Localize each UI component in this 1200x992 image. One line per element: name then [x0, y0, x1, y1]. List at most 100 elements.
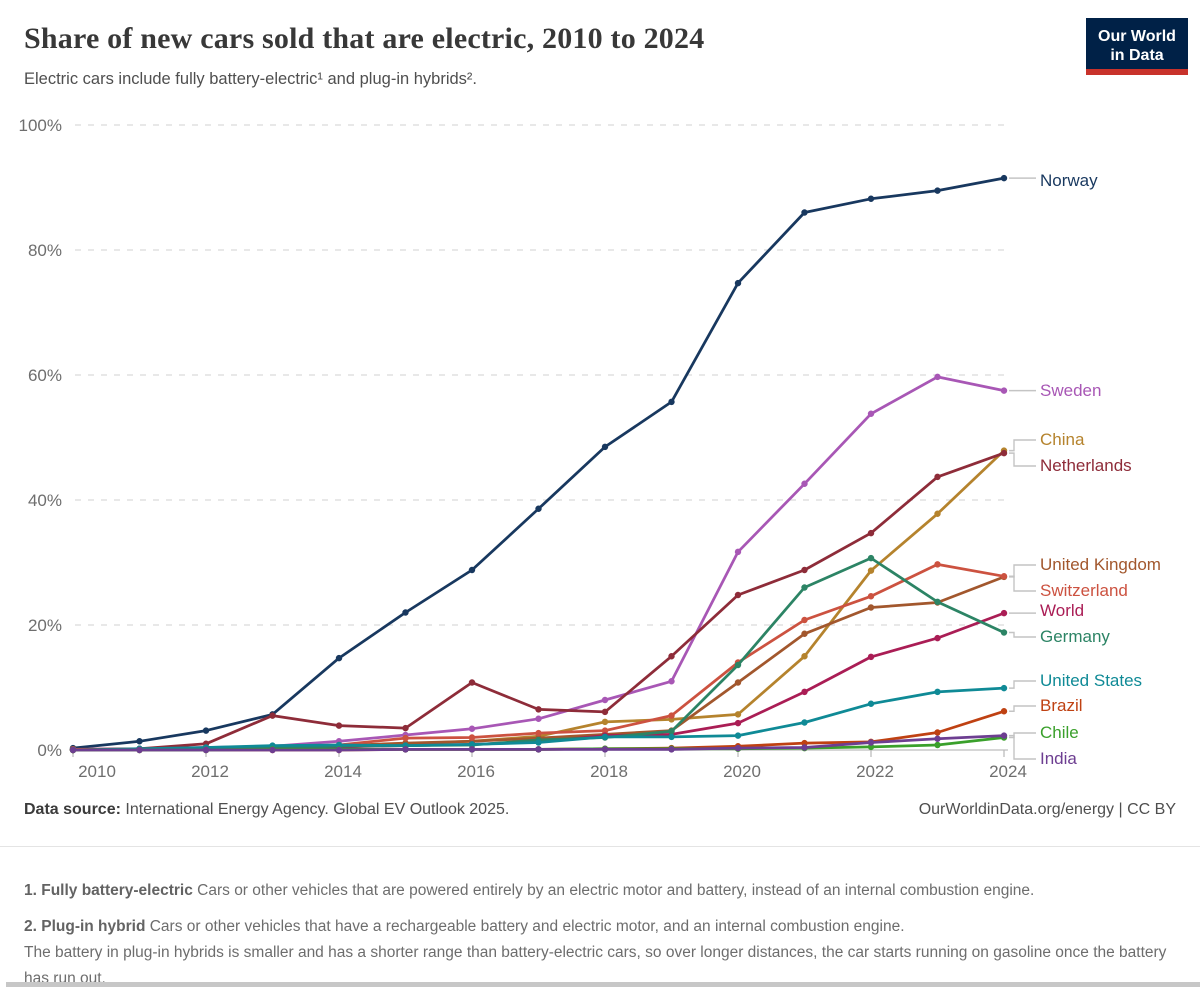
series-label-united-kingdom[interactable]: United Kingdom	[1040, 555, 1161, 574]
chart-header: Share of new cars sold that are electric…	[24, 22, 1064, 89]
series-label-chile[interactable]: Chile	[1040, 723, 1079, 742]
label-connector	[1009, 439, 1036, 452]
data-point	[934, 598, 941, 606]
data-point	[468, 746, 476, 753]
x-tick-label: 2012	[191, 762, 229, 781]
credit-link[interactable]: OurWorldinData.org/energy | CC BY	[918, 801, 1176, 818]
label-connector	[1009, 575, 1036, 592]
data-point	[934, 729, 941, 736]
series-label-united-states[interactable]: United States	[1040, 671, 1143, 690]
data-point	[1000, 732, 1008, 739]
data-point	[69, 746, 77, 754]
data-point	[734, 679, 742, 686]
data-point	[801, 744, 808, 751]
y-tick-label: 0%	[37, 741, 62, 760]
series-label-switzerland[interactable]: Switzerland	[1040, 581, 1128, 600]
x-tick-label: 2022	[856, 762, 894, 781]
data-point	[801, 566, 808, 574]
data-point	[867, 700, 875, 707]
data-point	[934, 741, 941, 749]
data-point	[801, 719, 808, 726]
data-point	[934, 634, 941, 642]
data-point	[535, 715, 542, 722]
chart-footer: Data source: International Energy Agency…	[24, 801, 1176, 819]
data-point	[601, 733, 609, 741]
data-point	[402, 734, 409, 742]
series-label-netherlands[interactable]: Netherlands	[1040, 456, 1132, 475]
data-point	[402, 609, 409, 616]
data-point	[801, 653, 808, 660]
footnote-2-text: Cars or other vehicles that have a recha…	[149, 917, 905, 935]
data-point	[601, 727, 609, 734]
x-tick-label: 2014	[324, 762, 362, 781]
footnote-1-text: Cars or other vehicles that are powered …	[197, 881, 1035, 899]
data-point	[867, 739, 875, 746]
label-connector	[1009, 705, 1036, 712]
data-point	[867, 195, 875, 202]
series-label-world[interactable]: World	[1040, 601, 1085, 620]
data-point	[801, 209, 808, 216]
series-label-germany[interactable]: Germany	[1040, 627, 1110, 646]
data-point	[468, 741, 476, 748]
series-line-india[interactable]	[69, 732, 1008, 754]
data-source-text[interactable]: International Energy Agency. Global EV O…	[125, 801, 510, 818]
data-point	[934, 735, 941, 742]
data-point	[734, 279, 742, 287]
data-point	[867, 410, 875, 417]
y-tick-label: 20%	[28, 616, 62, 635]
owid-logo-line2: in Data	[1110, 47, 1164, 64]
data-point	[801, 616, 808, 624]
data-source-label: Data source:	[24, 801, 121, 818]
data-point	[468, 566, 476, 574]
label-connector	[1009, 680, 1036, 689]
data-point	[668, 728, 675, 735]
series-line-switzerland[interactable]	[69, 561, 1008, 753]
footnote-2-term: 2. Plug-in hybrid	[24, 917, 146, 935]
data-point	[668, 678, 675, 685]
series-line-germany[interactable]	[69, 554, 1008, 754]
data-point	[335, 654, 343, 662]
series-label-china[interactable]: China	[1040, 430, 1085, 449]
data-point	[601, 696, 609, 704]
data-point	[1000, 708, 1008, 715]
data-point	[734, 591, 742, 599]
x-tick-label: 2010	[78, 762, 116, 781]
y-tick-label: 60%	[28, 366, 62, 385]
footnote-2: 2. Plug-in hybrid Cars or other vehicles…	[24, 914, 1176, 992]
y-tick-label: 100%	[19, 116, 62, 135]
series-line-united-kingdom[interactable]	[69, 573, 1008, 753]
x-tick-label: 2018	[590, 762, 628, 781]
data-point	[1000, 629, 1008, 636]
series-label-brazil[interactable]: Brazil	[1040, 696, 1083, 715]
owid-logo[interactable]: Our World in Data	[1086, 18, 1188, 75]
data-point	[269, 712, 276, 719]
data-point	[801, 739, 808, 747]
data-point	[136, 746, 143, 754]
data-point	[801, 480, 808, 487]
series-line-netherlands[interactable]	[69, 449, 1008, 753]
data-point	[668, 746, 675, 753]
series-label-norway[interactable]: Norway	[1040, 171, 1098, 190]
series-line-norway[interactable]	[69, 174, 1008, 752]
data-point	[867, 567, 875, 574]
data-point	[668, 712, 675, 719]
series-line-sweden[interactable]	[69, 373, 1008, 753]
footer-divider	[0, 846, 1200, 847]
series-label-sweden[interactable]: Sweden	[1040, 381, 1102, 400]
data-point	[335, 746, 343, 754]
data-point	[934, 373, 941, 381]
chart-subtitle: Electric cars include fully battery-elec…	[24, 70, 478, 88]
data-point	[801, 688, 808, 696]
data-point	[468, 725, 476, 732]
series-label-india[interactable]: India	[1040, 749, 1077, 768]
data-point	[867, 604, 875, 611]
data-point	[734, 744, 742, 752]
data-point	[668, 653, 675, 660]
x-tick-label: 2024	[989, 762, 1027, 781]
data-point	[1000, 573, 1008, 580]
data-point	[601, 718, 609, 726]
x-tick-label: 2016	[457, 762, 495, 781]
data-point	[734, 548, 742, 556]
data-point	[1000, 609, 1008, 617]
